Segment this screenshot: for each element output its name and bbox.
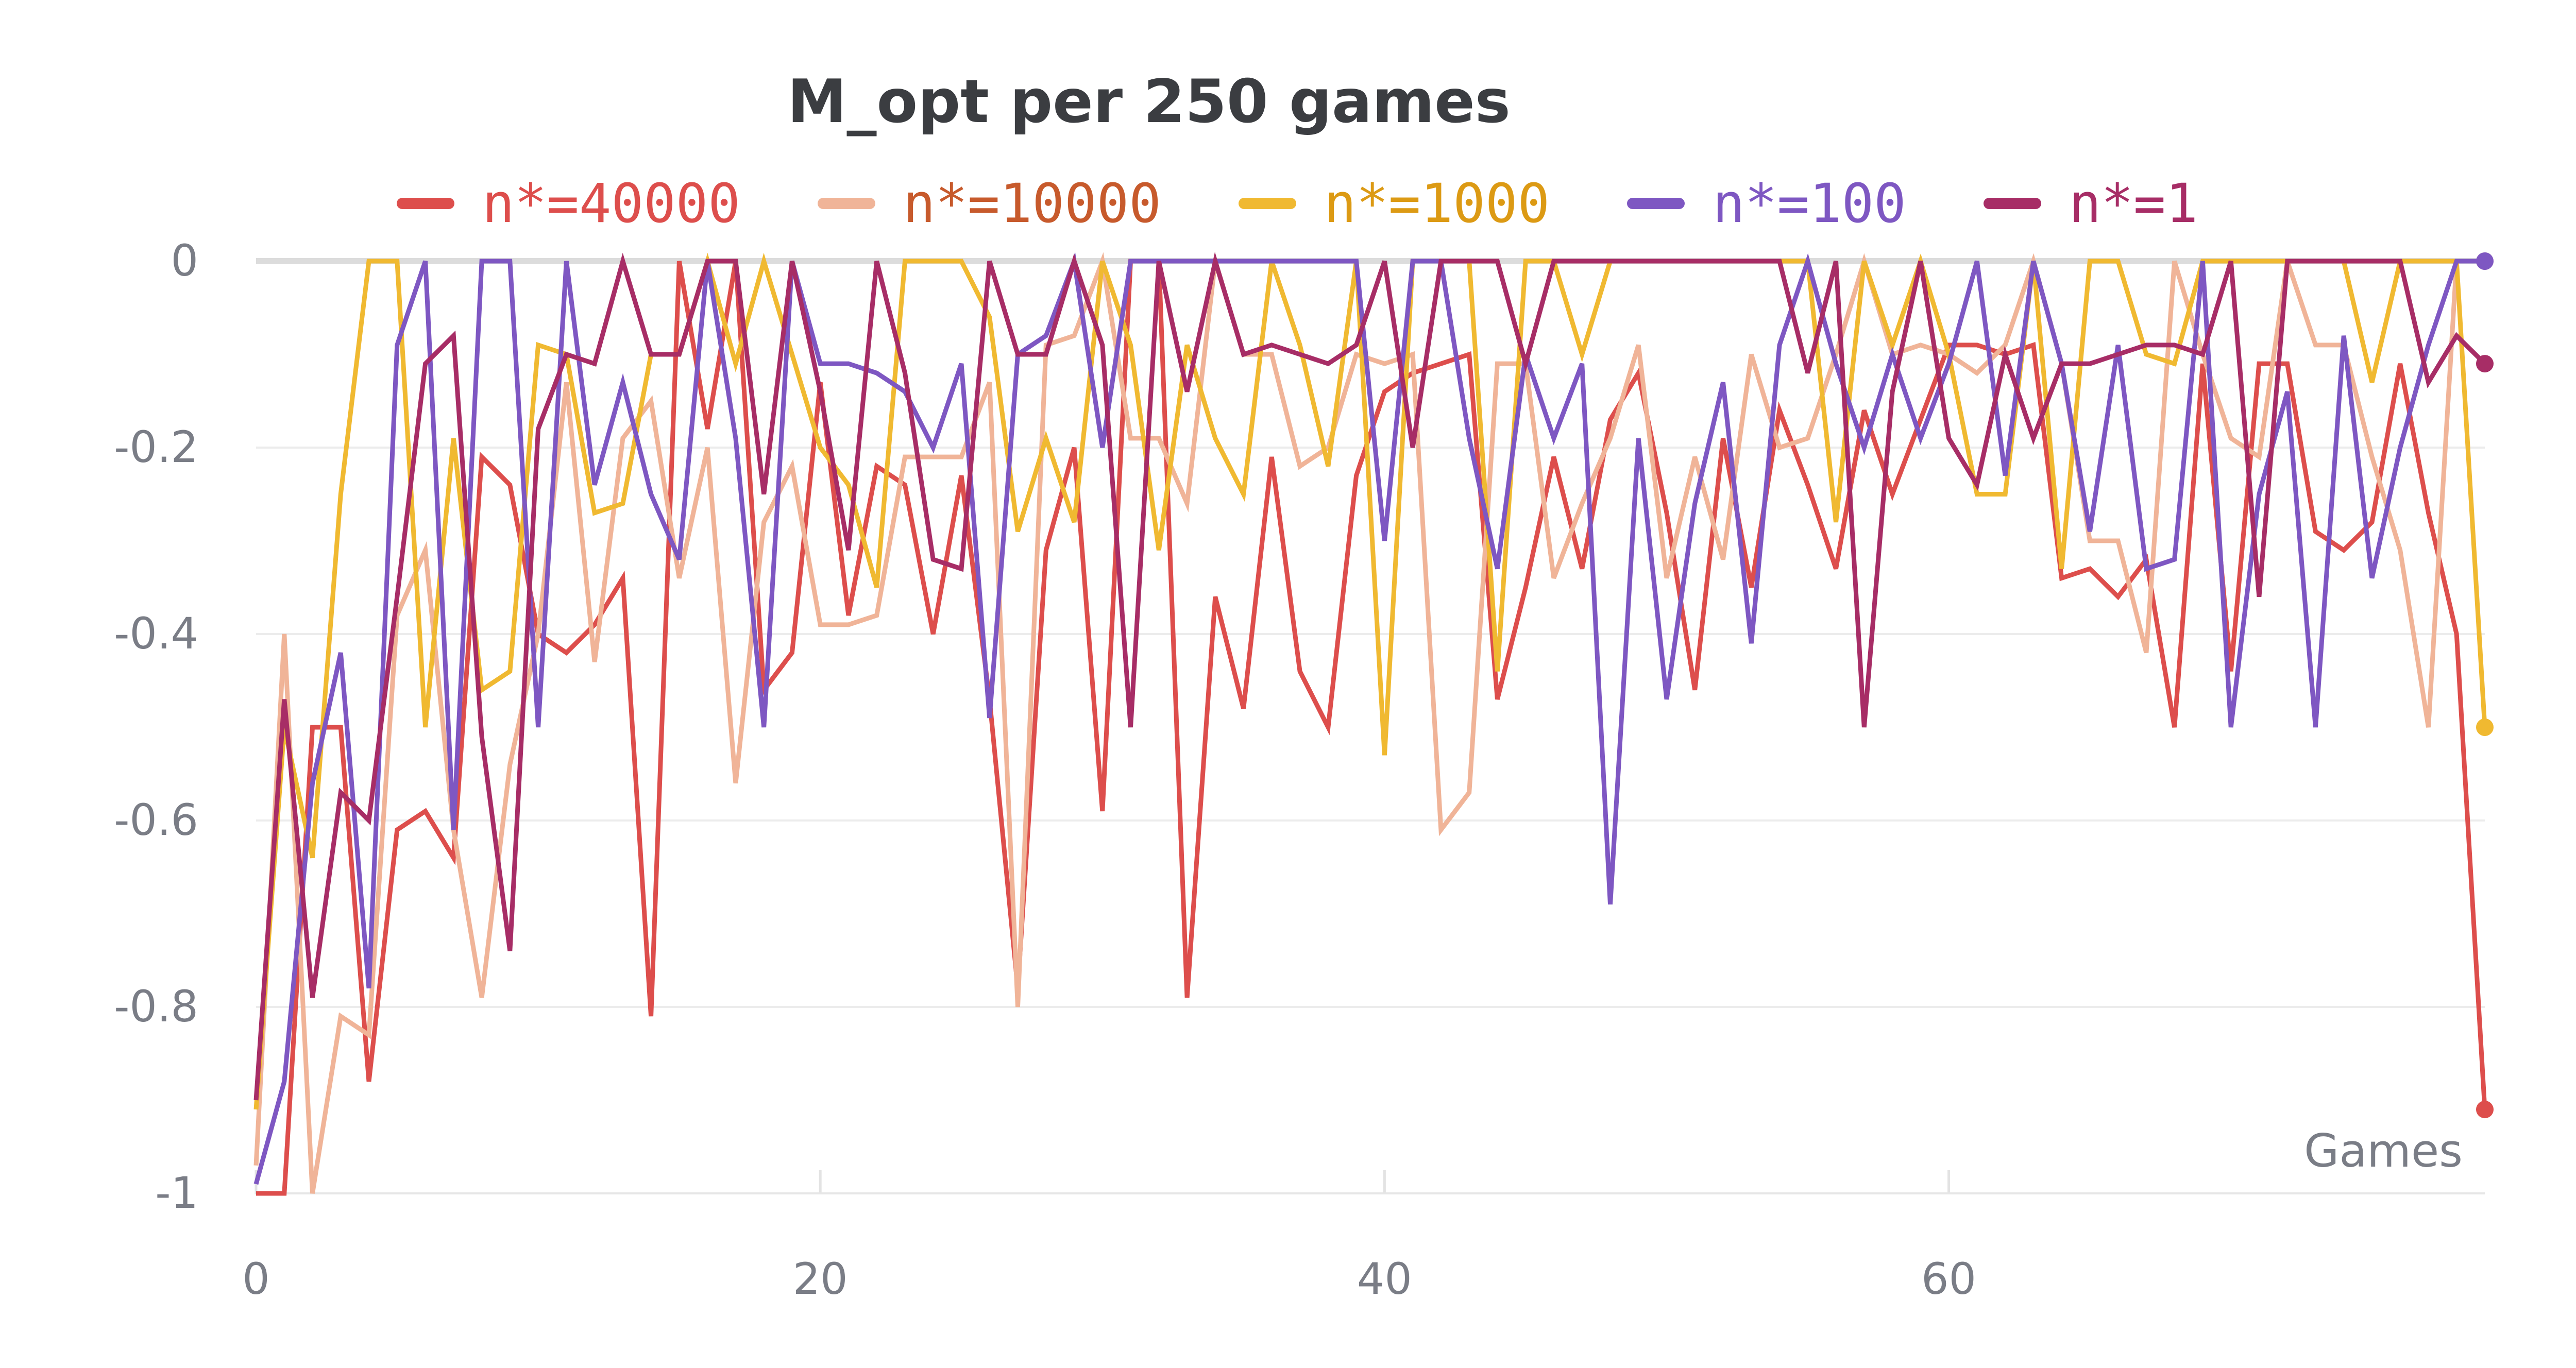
axes: [255, 1170, 2485, 1194]
legend: n*=40000 n*=10000 n*=1000 n*=100 n*=1: [397, 172, 2275, 235]
series-line-5: [253, 252, 2487, 1101]
axis-labels: 0 -0.2 -0.4 -0.6 -0.8 -1 0 20 40 60 Games: [114, 235, 2463, 1304]
legend-label: n*=100: [1713, 172, 1906, 235]
series-line-4: [253, 252, 2485, 1185]
y-tick-label: -0.6: [114, 795, 198, 845]
legend-item[interactable]: n*=10000: [817, 172, 1161, 235]
legend-label: n*=10000: [903, 172, 1161, 235]
series-end-marker-4: [2476, 252, 2494, 270]
y-tick-label: -0.2: [114, 422, 198, 472]
legend-label: n*=1: [2069, 172, 2198, 235]
legend-label: n*=1000: [1324, 172, 1550, 235]
legend-item[interactable]: n*=100: [1627, 172, 1906, 235]
y-tick-label: -0.4: [114, 608, 198, 659]
series-lines: [253, 252, 2494, 1196]
series-end-marker-3: [2476, 719, 2494, 736]
legend-swatch: [1983, 198, 2041, 209]
series-line-1: [256, 259, 2487, 1196]
y-tick-label: -0.8: [114, 981, 198, 1032]
y-tick-label: 0: [171, 235, 198, 286]
legend-swatch: [817, 198, 875, 209]
legend-swatch: [1627, 198, 1685, 209]
x-tick-label: 20: [793, 1254, 848, 1304]
legend-item[interactable]: n*=1: [1983, 172, 2198, 235]
x-tick-label: 40: [1357, 1254, 1412, 1304]
legend-swatch: [397, 198, 454, 209]
legend-swatch: [1238, 198, 1296, 209]
series-end-marker-5: [2476, 355, 2494, 373]
series-line-2: [253, 252, 2485, 1194]
chart-title: M_opt per 250 games: [787, 67, 1511, 136]
legend-item[interactable]: n*=40000: [397, 172, 740, 235]
y-tick-label: -1: [155, 1168, 198, 1218]
x-tick-label: 60: [1921, 1254, 1976, 1304]
legend-label: n*=40000: [482, 172, 740, 235]
x-tick-label: 0: [242, 1254, 269, 1304]
legend-item[interactable]: n*=1000: [1238, 172, 1550, 235]
series-line-3: [253, 252, 2487, 1110]
x-axis-title: Games: [2304, 1124, 2463, 1177]
series-end-marker-1: [2476, 1101, 2494, 1119]
